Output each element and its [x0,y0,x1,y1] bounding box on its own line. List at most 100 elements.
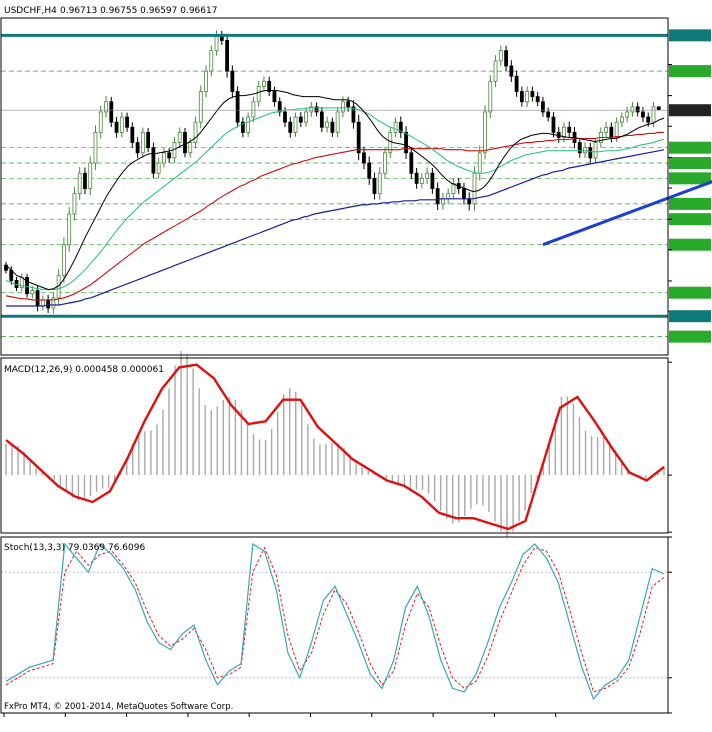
candle-body [372,177,377,195]
candle-body [519,91,524,103]
level-label-box [669,238,711,251]
candle-body [288,121,293,133]
level-label-box [669,286,711,299]
candle-body [441,198,445,205]
candle-body [577,142,582,154]
candle-body [356,121,361,154]
candle-body [377,172,382,195]
candle-body [498,50,503,62]
candle-body [256,86,261,103]
candle-body [446,193,451,200]
candle-body [172,142,177,159]
candle-body [409,152,414,174]
candle-body [388,131,393,154]
candle-body [656,106,661,111]
ma-green-line [5,107,665,291]
candle-body [88,162,93,189]
candle-body [393,121,398,133]
candle-body [72,193,77,215]
candle-body [477,152,482,174]
candle-body [488,80,493,113]
candle-body [398,121,403,133]
candle-body [546,111,551,118]
candle-body [335,111,340,133]
candle-body [346,101,351,108]
candle-body [30,290,35,295]
candle-body [504,50,508,67]
stoch-main-line [5,542,665,701]
panel-border [0,357,669,534]
candle-body [609,126,614,138]
candle-body [51,297,56,309]
candle-body [235,91,240,123]
candle-body [509,65,514,77]
candle-body [35,290,40,307]
candle-body [583,147,587,154]
stoch-panel[interactable] [1,536,672,714]
candle-body [651,106,656,123]
candle-body [304,111,308,123]
candle-body [109,101,114,123]
level-label-box [669,141,711,154]
candle-body [46,299,51,309]
candle-body [530,91,535,98]
panel-border [0,536,669,714]
stoch-title: Stoch(13,3,3) 79.0369 76.6096 [4,543,145,553]
candle-body [588,147,593,159]
candle-body [383,152,387,174]
candle-body [83,172,87,189]
candle-body [125,116,129,128]
candle-body [272,91,277,103]
macd-signal-line [5,363,665,531]
candle-body [246,116,251,133]
candle-body [604,126,608,133]
candle-body [625,111,630,118]
candle-body [230,70,235,92]
price-header-ohlc: 0.96713 0.96755 0.96597 0.96617 [60,6,217,16]
level-label-box [669,197,711,210]
candle-body [567,126,572,133]
candle-body [404,131,408,154]
candle-body [25,276,29,295]
candle-body [619,116,624,123]
candle-body [362,152,366,164]
candle-body [146,131,151,149]
candle-body [193,121,198,143]
candle-body [472,172,477,205]
candle-body [351,106,356,123]
candle-body [277,101,282,113]
candle-body [325,121,330,128]
candle-body [541,101,545,113]
candle-body [204,70,208,92]
candle-body [298,116,303,123]
candle-body [93,131,98,164]
candle-body [130,126,135,143]
candle-body [430,172,435,189]
candle-body [514,75,519,92]
candle-body [635,106,640,113]
candle-body [156,162,161,174]
candle-body [209,50,214,72]
price-header-symbol: USDCHF,H4 [4,6,57,16]
candle-body [214,34,219,52]
candle-body [614,121,619,138]
candle-body [319,111,324,128]
candle-body [462,188,466,200]
panel-frames [0,17,669,714]
candle-body [262,80,266,87]
candle-body [641,111,645,118]
ma-black-line [5,90,665,291]
level-label-box [669,330,711,343]
macd-panel[interactable] [5,351,672,537]
price-panel[interactable] [1,0,712,343]
candle-body [188,142,193,154]
ma-red-line [5,131,664,301]
candle-body [98,111,103,133]
candle-body [535,96,540,103]
candle-body [162,152,166,164]
stoch-signal-line [5,546,665,693]
candle-body [451,183,456,195]
candle-body [62,244,66,276]
macd-title: MACD(12,26,9) 0.000458 0.000061 [4,365,164,375]
